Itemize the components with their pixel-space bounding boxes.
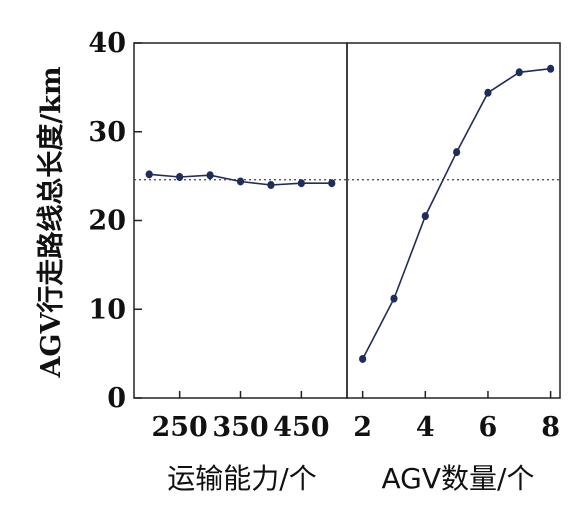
left-x-tick-label: 450: [273, 412, 329, 443]
left-x-tick-label: 250: [151, 412, 207, 443]
y-tick-label: 10: [88, 294, 126, 325]
left-data-point: [236, 177, 245, 186]
right-data-point: [421, 212, 429, 221]
left-data-point: [145, 170, 153, 179]
left-x-axis-label: 运输能力/个: [167, 462, 316, 495]
y-axis-label: AGV行走路线总长度/km: [35, 66, 67, 378]
left-data-point: [267, 181, 275, 189]
left-data-point: [206, 171, 214, 180]
right-panel-frame: [346, 42, 561, 399]
y-tick-label: 0: [107, 383, 126, 414]
left-panel: 250 350 450: [133, 42, 348, 443]
right-data-point: [390, 294, 398, 303]
right-data-point: [359, 354, 367, 363]
right-x-tick-label: 8: [541, 412, 560, 443]
right-panel: 2 4 6 8: [346, 42, 561, 443]
y-tick-label: 30: [88, 117, 126, 148]
right-series-line: [361, 67, 551, 360]
right-x-axis-label: AGV数量/个: [382, 462, 535, 495]
right-x-tick-label: 6: [479, 412, 498, 443]
y-axis: 0 10 20 30 40: [88, 28, 142, 414]
left-data-point: [328, 179, 336, 188]
right-x-tick-label: 2: [353, 412, 372, 443]
left-data-point: [297, 179, 305, 188]
right-data-point: [547, 64, 555, 73]
y-tick-label: 20: [88, 206, 126, 237]
right-data-point: [515, 68, 523, 77]
right-x-tick-label: 4: [416, 412, 435, 443]
left-panel-frame: [133, 42, 348, 399]
y-tick-label: 40: [88, 28, 126, 59]
left-x-tick-label: 350: [212, 412, 268, 443]
right-data-point: [453, 148, 461, 157]
left-data-point: [176, 173, 184, 182]
right-data-point: [484, 88, 492, 97]
